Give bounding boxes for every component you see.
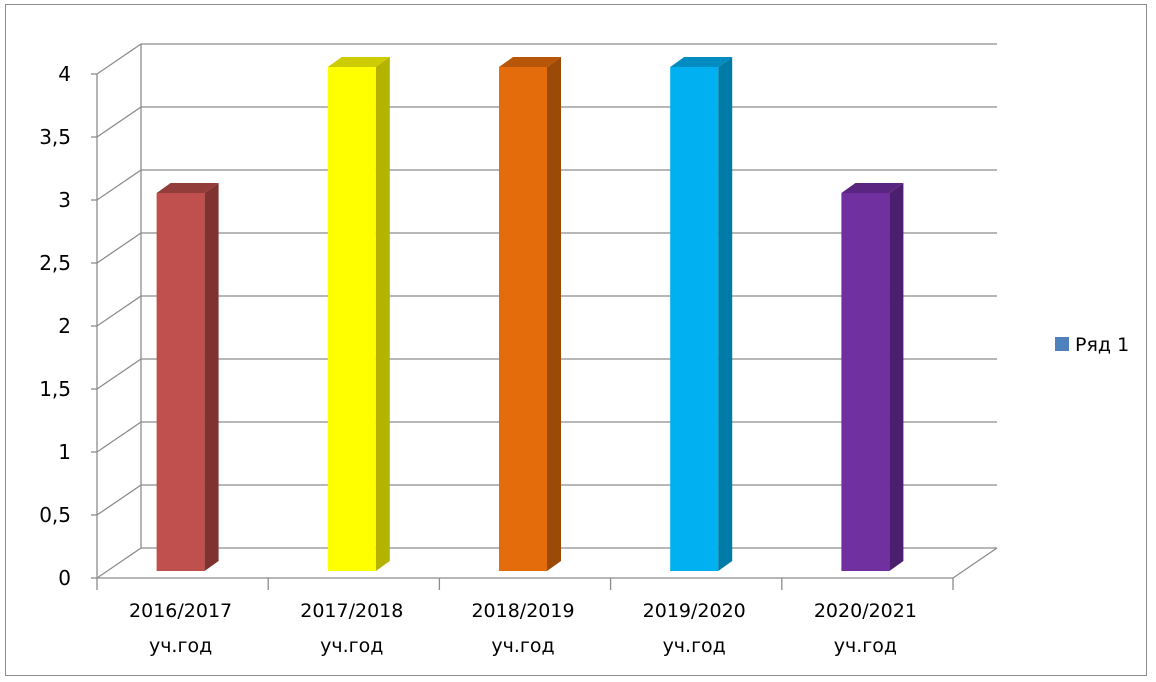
x-tick-label: 2020/2021 — [814, 600, 917, 622]
bar — [327, 67, 376, 571]
gridline-diagonal — [96, 295, 142, 327]
bar-top — [156, 183, 219, 193]
bar-side — [718, 57, 733, 571]
bar-side — [375, 57, 390, 571]
bar — [841, 193, 890, 571]
bar — [499, 67, 547, 571]
legend-label: Ряд 1 — [1075, 334, 1129, 356]
y-tick-label: 3 — [58, 188, 71, 212]
bar — [670, 67, 719, 571]
x-tick-label: 2018/2019 — [471, 600, 574, 622]
bar-side — [547, 57, 561, 571]
y-tick-label: 1 — [58, 440, 71, 464]
legend-swatch — [1055, 337, 1069, 351]
x-tick-label: 2019/2020 — [643, 600, 746, 622]
gridline-diagonal — [96, 358, 142, 390]
y-tick-label: 0 — [58, 566, 71, 590]
x-tick-label: уч.год — [320, 635, 383, 657]
gridline-diagonal — [96, 232, 142, 264]
y-tick-label: 3,5 — [39, 125, 71, 149]
gridline-diagonal — [96, 106, 142, 138]
chart-frame — [5, 4, 1147, 676]
y-tick-label: 0,5 — [39, 503, 71, 527]
gridline-diagonal — [96, 484, 142, 516]
x-tick-label: уч.год — [149, 635, 212, 657]
y-tick-label: 2 — [58, 314, 71, 338]
bar-top — [670, 57, 733, 67]
bar-side — [889, 183, 904, 571]
bar-side — [204, 183, 219, 571]
gridline-diagonal — [96, 43, 142, 75]
x-tick-label: уч.год — [834, 635, 897, 657]
x-tick-label: уч.год — [491, 635, 554, 657]
bar-top — [499, 57, 561, 67]
gridline-diagonal — [96, 547, 142, 579]
y-tick-label: 4 — [58, 62, 71, 86]
bar-top — [327, 57, 390, 67]
x-tick-label: 2016/2017 — [129, 600, 232, 622]
x-tick-label: 2017/2018 — [300, 600, 403, 622]
y-tick-label: 2,5 — [39, 251, 71, 275]
bar-top — [841, 183, 904, 193]
x-tick-label: уч.год — [663, 635, 726, 657]
floor-right-edge — [952, 547, 998, 579]
y-tick-label: 1,5 — [39, 377, 71, 401]
gridline-diagonal — [96, 421, 142, 453]
gridline-diagonal — [96, 169, 142, 201]
bar — [156, 193, 205, 571]
